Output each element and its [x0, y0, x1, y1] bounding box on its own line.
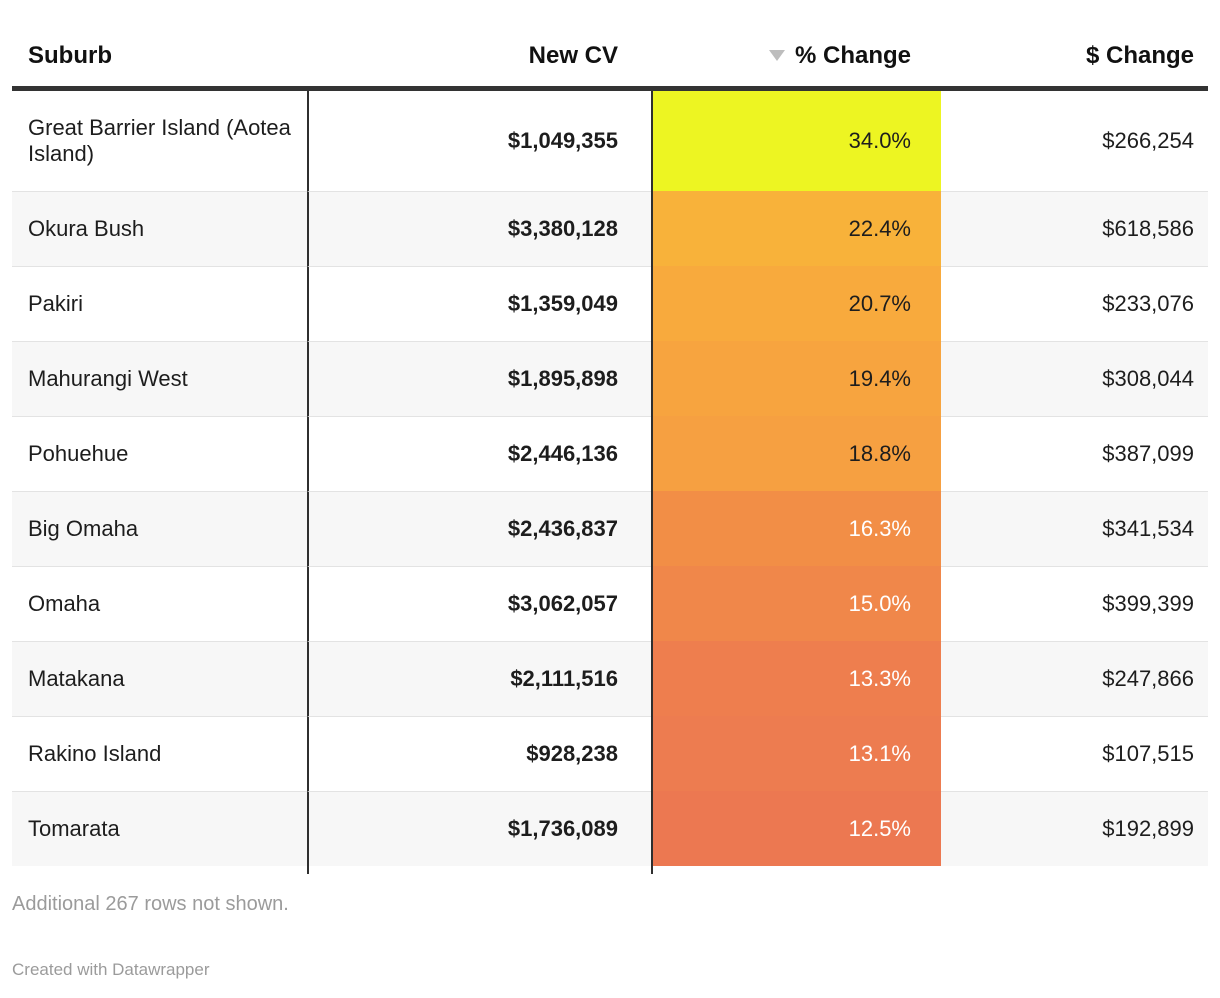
- table-row: Omaha $3,062,057 15.0% $399,399: [12, 566, 1208, 641]
- dollar-change-cell: $618,586: [941, 191, 1208, 266]
- new-cv-cell: $2,446,136: [307, 416, 651, 491]
- dollar-change-cell: $233,076: [941, 266, 1208, 341]
- table-row: Tomarata $1,736,089 12.5% $192,899: [12, 791, 1208, 866]
- new-cv-cell: $2,111,516: [307, 641, 651, 716]
- pct-change-cell: 19.4%: [651, 341, 941, 416]
- suburb-cell: Mahurangi West: [12, 341, 307, 416]
- new-cv-cell: $1,736,089: [307, 791, 651, 866]
- suburb-cell: Great Barrier Island (Aotea Island): [12, 91, 307, 191]
- new-cv-cell: $1,359,049: [307, 266, 651, 341]
- new-cv-cell: $2,436,837: [307, 491, 651, 566]
- new-cv-cell: $1,049,355: [307, 91, 651, 191]
- dollar-change-cell: $341,534: [941, 491, 1208, 566]
- table-row: Great Barrier Island (Aotea Island) $1,0…: [12, 91, 1208, 191]
- pct-change-cell: 13.1%: [651, 716, 941, 791]
- rows-not-shown-note: Additional 267 rows not shown.: [12, 893, 289, 915]
- column-header-pct-change[interactable]: % Change: [651, 0, 941, 91]
- new-cv-cell: $3,062,057: [307, 566, 651, 641]
- dollar-change-cell: $308,044: [941, 341, 1208, 416]
- table-row: Pohuehue $2,446,136 18.8% $387,099: [12, 416, 1208, 491]
- table-row: Pakiri $1,359,049 20.7% $233,076: [12, 266, 1208, 341]
- column-divider-stubs: [12, 866, 1208, 875]
- pct-change-cell: 22.4%: [651, 191, 941, 266]
- suburb-cell: Big Omaha: [12, 491, 307, 566]
- suburb-cv-table: Suburb New CV % Change $ Change Great Ba…: [12, 0, 1208, 866]
- suburb-cell: Tomarata: [12, 791, 307, 866]
- table-row: Matakana $2,111,516 13.3% $247,866: [12, 641, 1208, 716]
- suburb-cell: Pohuehue: [12, 416, 307, 491]
- pct-change-cell: 18.8%: [651, 416, 941, 491]
- column-header-new-cv[interactable]: New CV: [307, 0, 651, 91]
- table-row: Rakino Island $928,238 13.1% $107,515: [12, 716, 1208, 791]
- datawrapper-attribution: Created with Datawrapper: [12, 960, 210, 979]
- pct-change-cell: 15.0%: [651, 566, 941, 641]
- suburb-cell: Okura Bush: [12, 191, 307, 266]
- dollar-change-cell: $107,515: [941, 716, 1208, 791]
- pct-change-cell: 12.5%: [651, 791, 941, 866]
- suburb-cell: Pakiri: [12, 266, 307, 341]
- column-header-pct-change-label: % Change: [794, 42, 911, 69]
- dollar-change-cell: $247,866: [941, 641, 1208, 716]
- divider-stub: [651, 866, 653, 874]
- suburb-cell: Omaha: [12, 566, 307, 641]
- table-row: Okura Bush $3,380,128 22.4% $618,586: [12, 191, 1208, 266]
- new-cv-cell: $3,380,128: [307, 191, 651, 266]
- dollar-change-cell: $387,099: [941, 416, 1208, 491]
- pct-change-cell: 20.7%: [651, 266, 941, 341]
- table-row: Mahurangi West $1,895,898 19.4% $308,044: [12, 341, 1208, 416]
- suburb-cell: Rakino Island: [12, 716, 307, 791]
- pct-change-cell: 16.3%: [651, 491, 941, 566]
- table-row: Big Omaha $2,436,837 16.3% $341,534: [12, 491, 1208, 566]
- new-cv-cell: $928,238: [307, 716, 651, 791]
- header-row: Suburb New CV % Change $ Change: [12, 0, 1208, 91]
- table-body: Great Barrier Island (Aotea Island) $1,0…: [12, 91, 1208, 866]
- column-header-dollar-change[interactable]: $ Change: [941, 0, 1208, 91]
- table-header: Suburb New CV % Change $ Change: [12, 0, 1208, 91]
- dollar-change-cell: $192,899: [941, 791, 1208, 866]
- suburb-cell: Matakana: [12, 641, 307, 716]
- dollar-change-cell: $266,254: [941, 91, 1208, 191]
- dollar-change-cell: $399,399: [941, 566, 1208, 641]
- new-cv-cell: $1,895,898: [307, 341, 651, 416]
- divider-stub: [307, 866, 309, 874]
- sort-descending-icon: [768, 50, 785, 61]
- column-header-suburb[interactable]: Suburb: [12, 0, 307, 91]
- pct-change-cell: 13.3%: [651, 641, 941, 716]
- pct-change-cell: 34.0%: [651, 91, 941, 191]
